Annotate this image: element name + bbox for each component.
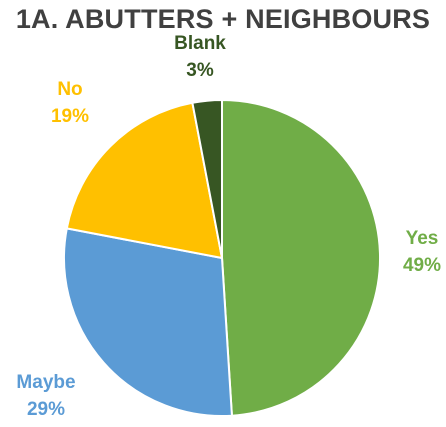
slice-label-yes-name: Yes xyxy=(405,228,439,249)
pie-slice-no xyxy=(65,101,223,259)
slice-label-maybe: Maybe 29% xyxy=(6,369,86,423)
slice-label-maybe-name: Maybe xyxy=(16,372,76,393)
slice-label-blank: Blank 3% xyxy=(165,30,235,84)
slice-label-blank-value: 3% xyxy=(186,60,214,81)
pie-slice-maybe xyxy=(63,227,233,418)
slice-label-yes-value: 49% xyxy=(402,255,442,276)
slice-label-blank-name: Blank xyxy=(174,33,226,54)
slice-label-yes: Yes 49% xyxy=(392,225,446,279)
slice-label-no-name: No xyxy=(57,79,83,100)
slice-label-maybe-value: 29% xyxy=(26,399,66,420)
slice-label-no-value: 19% xyxy=(50,106,90,127)
pie-slice-blank xyxy=(191,99,223,259)
pie-slice-yes xyxy=(221,99,382,417)
slice-label-no: No 19% xyxy=(40,76,100,130)
chart-title: 1A. ABUTTERS + NEIGHBOURS xyxy=(15,4,431,34)
